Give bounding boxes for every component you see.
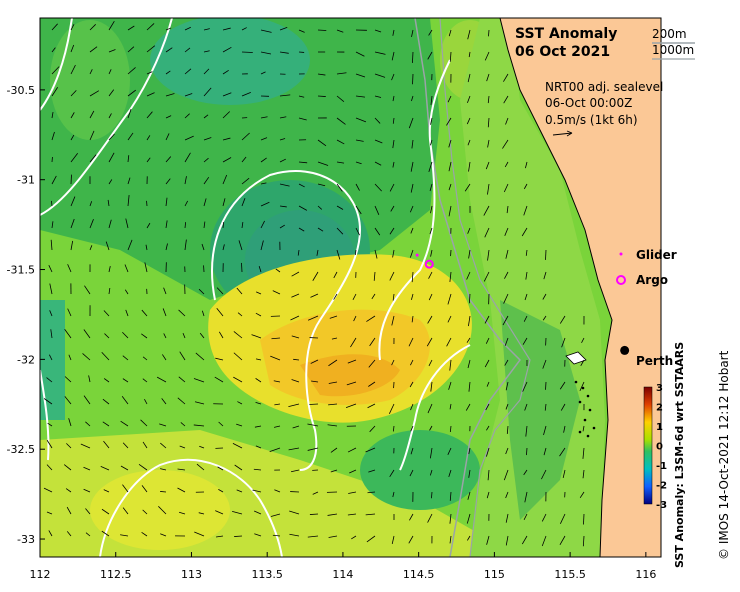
x-tick-label: 115 <box>484 568 505 581</box>
credit-text: © IMOS 14-Oct-2021 12:12 Hobart <box>717 350 731 560</box>
current-scale: 0.5m/s (1kt 6h) <box>545 113 638 127</box>
colorbar-tick-label: -1 <box>656 461 667 472</box>
rottnest-island <box>565 351 587 365</box>
current-vectors <box>43 21 585 547</box>
colorbar-tick-label: 3 <box>656 383 663 394</box>
x-tick-label: 115.5 <box>554 568 586 581</box>
y-axis: -30.5 -31 -31.5 -32 -32.5 -33 <box>7 84 45 546</box>
map-title-line2: 06 Oct 2021 <box>515 44 610 60</box>
perth-label: Perth <box>636 354 673 368</box>
y-tick-label: -31.5 <box>7 264 35 277</box>
y-tick-label: -31 <box>17 174 35 187</box>
colorbar-tick-label: 1 <box>656 422 663 433</box>
y-tick-label: -32.5 <box>7 443 35 456</box>
x-tick-label: 113 <box>181 568 202 581</box>
glider-marker <box>415 253 419 257</box>
coastline <box>499 17 613 558</box>
land-mass <box>500 18 661 557</box>
x-tick-label: 114.5 <box>403 568 435 581</box>
colorbar-tick-label: 2 <box>656 403 663 414</box>
y-tick-label: -32 <box>17 353 35 366</box>
glider-legend-icon <box>619 252 623 256</box>
map-title-line1: SST Anomaly <box>515 26 617 42</box>
x-tick-label: 112 <box>30 568 51 581</box>
x-axis: 112 112.5 113 113.5 114 114.5 115 115.5 116 <box>30 552 656 581</box>
colorbar-ticks: 3 2 1 0 -1 -2 -3 <box>656 383 667 511</box>
colorbar-label: SST Anomaly: L3SM-6d wrt SSTAARS <box>673 342 686 568</box>
isobath-1000m <box>439 17 531 558</box>
plot-frame <box>39 17 662 558</box>
coastal-stations <box>574 380 596 438</box>
perth-marker <box>620 345 630 355</box>
argo-legend-label: Argo <box>636 273 668 287</box>
x-tick-label: 112.5 <box>100 568 132 581</box>
depth-label-200m: 200m <box>652 27 687 41</box>
colorbar-tick-label: -3 <box>656 500 667 511</box>
y-tick-label: -33 <box>17 533 35 546</box>
glider-legend-label: Glider <box>636 248 677 262</box>
sealevel-contours <box>39 17 471 558</box>
current-source: NRT00 adj. sealevel <box>545 80 663 94</box>
x-tick-label: 114 <box>332 568 353 581</box>
x-tick-label: 113.5 <box>251 568 283 581</box>
y-tick-label: -30.5 <box>7 84 35 97</box>
colorbar-tick-label: 0 <box>656 442 663 453</box>
argo-float-marker <box>424 259 434 269</box>
colorbar-tick-label: -2 <box>656 481 667 492</box>
colorbar <box>643 386 653 505</box>
x-tick-label: 116 <box>635 568 656 581</box>
argo-legend-icon <box>616 275 626 285</box>
scale-arrow <box>552 130 573 137</box>
current-time: 06-Oct 00:00Z <box>545 96 632 110</box>
depth-label-1000m: 1000m <box>652 43 694 57</box>
